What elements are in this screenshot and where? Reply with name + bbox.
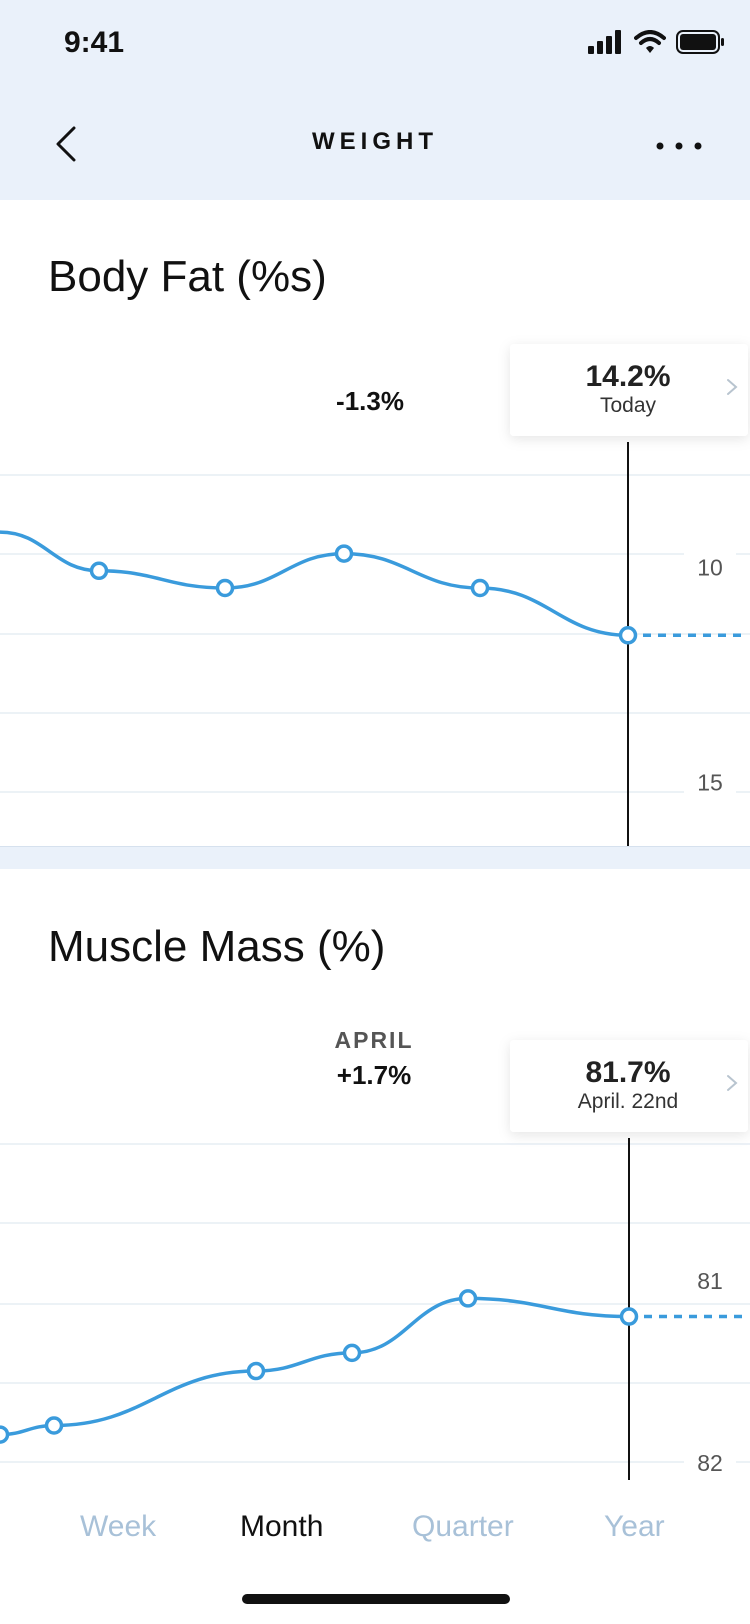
body-fat-line [0, 530, 629, 638]
tab-year[interactable]: Year [604, 1510, 665, 1543]
body-fat-data-point[interactable] [334, 544, 354, 563]
wifi-icon [634, 30, 666, 53]
muscle-mass-y-tick-label: 81 [697, 1268, 723, 1294]
muscle-mass-data-point[interactable] [458, 1289, 478, 1308]
muscle-mass-title: Muscle Mass (%) [48, 922, 386, 971]
tab-week[interactable]: Week [80, 1510, 157, 1543]
signal-icon [588, 30, 621, 54]
muscle-mass-data-point[interactable] [342, 1343, 362, 1363]
more-icon[interactable] [654, 126, 704, 166]
body-fat-data-point[interactable] [89, 561, 109, 581]
chevron-right-icon [727, 1075, 738, 1091]
body-fat-tooltip-value: 14.2% [585, 360, 670, 393]
battery-icon [676, 30, 724, 54]
nav-bar: WEIGHT [0, 88, 750, 200]
body-fat-data-point[interactable] [618, 626, 638, 645]
tab-month[interactable]: Month [240, 1510, 324, 1543]
body-fat-data-point[interactable] [470, 578, 490, 598]
muscle-mass-change-label: APRIL [335, 1027, 414, 1053]
muscle-mass-tick-bg [684, 1262, 736, 1297]
body-fat-tooltip-date: Today [600, 394, 657, 417]
status-bar: 9:41 [0, 0, 750, 88]
body-fat-change-value: -1.3% [336, 386, 404, 416]
muscle-mass-tooltip-date: April. 22nd [578, 1090, 678, 1113]
home-indicator [242, 1594, 510, 1604]
chevron-right-icon [727, 379, 738, 395]
body-fat-y-tick-label: 10 [697, 555, 723, 581]
body-fat-title: Body Fat (%s) [48, 252, 327, 301]
muscle-mass-data-point[interactable] [619, 1307, 639, 1326]
body-fat-tooltip[interactable] [510, 344, 748, 436]
status-icons [588, 30, 726, 54]
body-fat-tick-bg [684, 763, 736, 798]
muscle-mass-data-point[interactable] [0, 1425, 10, 1444]
muscle-mass-tooltip[interactable] [510, 1040, 748, 1132]
muscle-mass-y-tick-label: 82 [697, 1450, 723, 1476]
body-fat-chart: 15 10 -1.3% 14.2% Today [0, 344, 750, 846]
muscle-mass-chart: 82 81 APRIL +1.7% 81.7% April. 22nd [0, 1027, 750, 1480]
muscle-mass-change-value: +1.7% [337, 1060, 411, 1090]
muscle-mass-data-point[interactable] [44, 1416, 64, 1435]
page-title: WEIGHT [312, 128, 438, 155]
section-divider [0, 846, 750, 869]
muscle-mass-data-point[interactable] [246, 1361, 266, 1381]
tab-quarter[interactable]: Quarter [412, 1510, 514, 1543]
body-fat-data-point[interactable] [215, 578, 235, 598]
muscle-mass-line [0, 1296, 630, 1437]
status-time: 9:41 [64, 26, 125, 59]
period-tabs: Week Month Quarter Year [0, 1480, 750, 1570]
muscle-mass-tick-bg [684, 1443, 736, 1478]
back-icon[interactable] [46, 124, 86, 164]
body-fat-y-tick-label: 15 [697, 770, 723, 796]
body-fat-tick-bg [684, 548, 736, 583]
muscle-mass-tooltip-value: 81.7% [585, 1056, 670, 1089]
